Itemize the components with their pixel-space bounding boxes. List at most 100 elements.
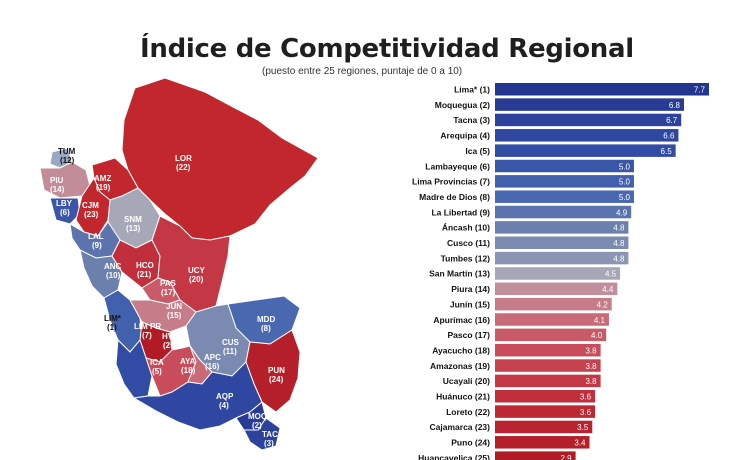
bar bbox=[495, 83, 709, 96]
label-piu-rank: (14) bbox=[50, 185, 65, 194]
bar bbox=[495, 328, 607, 342]
bar bbox=[495, 236, 629, 249]
category-label: Ica (5) bbox=[465, 146, 490, 156]
label-pun-name: PUN bbox=[268, 366, 285, 375]
category-label: Cajamarca (23) bbox=[430, 422, 491, 432]
value-label: 4.8 bbox=[613, 239, 625, 248]
label-moq-rank: (2) bbox=[252, 421, 262, 430]
bar bbox=[495, 113, 682, 127]
bar bbox=[495, 282, 618, 296]
category-label: Huancavelica (25) bbox=[418, 453, 490, 460]
label-lor-rank: (22) bbox=[176, 163, 191, 172]
label-ica-name: ICA bbox=[150, 358, 164, 367]
category-label: San Martín (13) bbox=[429, 269, 490, 279]
category-label: Amazonas (19) bbox=[430, 361, 490, 371]
value-label: 3.4 bbox=[574, 439, 586, 448]
bar bbox=[495, 251, 629, 265]
value-label: 4.2 bbox=[597, 300, 609, 309]
value-label: 4.9 bbox=[616, 208, 628, 217]
label-ucy-rank: (20) bbox=[189, 275, 204, 284]
label-aqp-name: AQP bbox=[216, 392, 234, 401]
bar bbox=[495, 374, 601, 388]
region-aqp bbox=[132, 361, 263, 431]
value-label: 4.1 bbox=[594, 316, 606, 325]
label-jun-rank: (15) bbox=[167, 311, 182, 320]
region-lby bbox=[49, 197, 81, 225]
category-label: Junín (15) bbox=[450, 299, 490, 309]
label-lal-rank: (9) bbox=[92, 241, 102, 250]
value-label: 4.8 bbox=[613, 254, 625, 263]
label-ucy-name: UCY bbox=[188, 266, 206, 275]
label-snm-rank: (13) bbox=[126, 224, 141, 233]
category-label: Moquegua (2) bbox=[435, 100, 490, 110]
value-label: 6.7 bbox=[666, 116, 678, 125]
label-apc-name: APC bbox=[204, 353, 221, 362]
label-cjm-rank: (23) bbox=[84, 210, 99, 219]
value-label: 3.6 bbox=[580, 393, 592, 402]
label-anc-name: ANC bbox=[104, 262, 122, 271]
label-hco-name: HCO bbox=[136, 261, 154, 270]
value-label: 5.0 bbox=[619, 178, 631, 187]
bar bbox=[495, 267, 621, 280]
bar bbox=[495, 343, 601, 357]
label-lby-rank: (6) bbox=[60, 208, 70, 217]
label-amz-rank: (19) bbox=[96, 183, 111, 192]
value-label: 3.6 bbox=[580, 408, 592, 417]
chart-title: Índice de Competitividad Regional bbox=[140, 34, 634, 64]
bar bbox=[495, 159, 634, 173]
category-label: Puno (24) bbox=[451, 438, 490, 448]
label-lim-rank: (1) bbox=[107, 323, 117, 332]
value-label: 4.4 bbox=[602, 285, 614, 294]
label-hvc-rank: (25) bbox=[163, 341, 178, 350]
label-tac-rank: (3) bbox=[264, 439, 274, 448]
label-aya-name: AYA bbox=[180, 357, 196, 366]
value-label: 4.8 bbox=[613, 224, 625, 233]
category-label: Huánuco (21) bbox=[436, 392, 490, 402]
bar bbox=[495, 190, 634, 203]
label-lim-name: LIM* bbox=[104, 314, 122, 323]
value-label: 3.8 bbox=[585, 346, 597, 355]
category-label: Madre de Dios (8) bbox=[419, 192, 490, 202]
label-snm-name: SNM bbox=[124, 215, 142, 224]
category-label: Tumbes (12) bbox=[441, 253, 491, 263]
category-label: Ucayali (20) bbox=[443, 376, 490, 386]
label-aya-rank: (18) bbox=[181, 366, 196, 375]
label-jun-name: JUN bbox=[166, 302, 182, 311]
value-label: 2.9 bbox=[560, 454, 572, 460]
bar bbox=[495, 390, 596, 403]
bar bbox=[495, 297, 612, 311]
label-hco-rank: (21) bbox=[137, 270, 152, 279]
category-label: La Libertad (9) bbox=[431, 207, 490, 217]
bar bbox=[495, 144, 676, 157]
label-tum-rank: (12) bbox=[60, 156, 75, 165]
label-cus-name: CUS bbox=[222, 338, 240, 347]
category-label: Piura (14) bbox=[451, 284, 490, 294]
value-label: 3.8 bbox=[585, 377, 597, 386]
label-cjm-name: CJM bbox=[82, 201, 99, 210]
label-anc-rank: (10) bbox=[106, 271, 121, 280]
region-ica bbox=[115, 338, 153, 399]
label-lor-name: LOR bbox=[175, 154, 192, 163]
map-labels: TUM (12) PIU (14) AMZ (19) LOR (22) LBY … bbox=[50, 147, 285, 448]
value-label: 5.0 bbox=[619, 193, 631, 202]
label-pas-name: PAS bbox=[160, 279, 177, 288]
bar bbox=[495, 129, 679, 142]
bar bbox=[495, 405, 596, 418]
value-label: 3.8 bbox=[585, 362, 597, 371]
value-label: 7.7 bbox=[694, 86, 706, 95]
label-aqp-rank: (4) bbox=[219, 401, 229, 410]
category-label: Apurímac (16) bbox=[433, 315, 490, 325]
value-label: 6.6 bbox=[663, 132, 675, 141]
label-pas-rank: (17) bbox=[161, 288, 176, 297]
category-label: Tacna (3) bbox=[453, 115, 490, 125]
bar bbox=[495, 359, 601, 372]
bar bbox=[495, 205, 632, 219]
label-tac-name: TAC bbox=[262, 430, 278, 439]
bar bbox=[495, 436, 590, 449]
value-label: 4.5 bbox=[605, 270, 617, 279]
bar bbox=[495, 420, 593, 434]
label-moq-name: MOQ bbox=[248, 412, 267, 421]
bar bbox=[495, 221, 629, 234]
label-piu-name: PIU bbox=[50, 176, 64, 185]
bar bbox=[495, 175, 634, 188]
